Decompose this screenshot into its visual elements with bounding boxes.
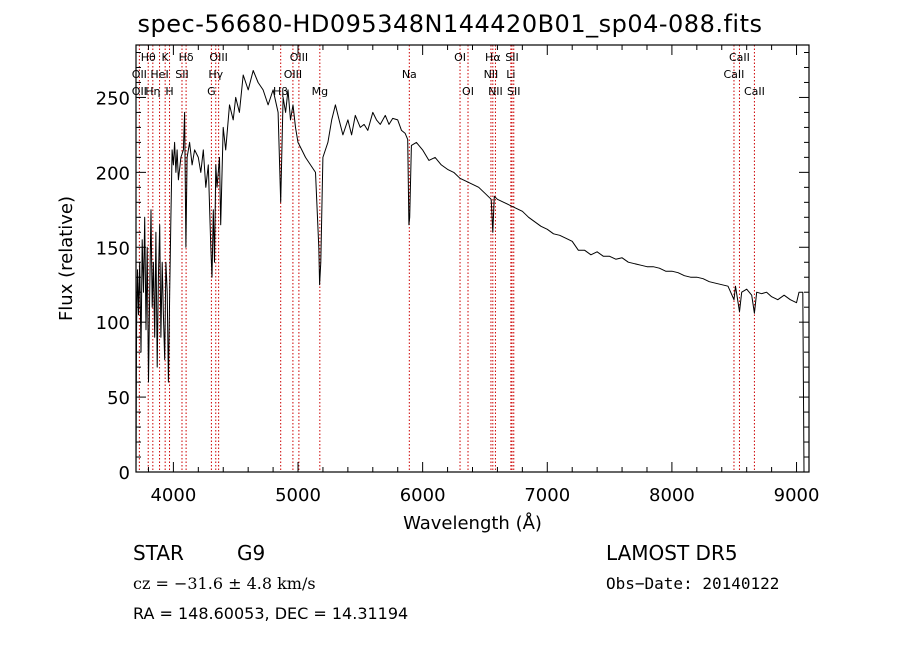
line-label-upper-4: OIII <box>290 51 308 64</box>
line-label-row2-5: Na <box>402 68 417 81</box>
line-label-row3-9: CaII <box>744 85 765 98</box>
line-label-upper-3: OIII <box>209 51 227 64</box>
plot-frame <box>135 44 810 473</box>
x-tick-label: 8000 <box>649 485 695 506</box>
y-tick-label: 200 <box>96 163 130 184</box>
line-label-row2-3: Hγ <box>208 68 223 81</box>
line-label-row3-2: H <box>165 85 173 98</box>
y-tick-label: 50 <box>107 388 130 409</box>
chart-title: spec-56680-HD095348N144420B01_sp04-088.f… <box>137 10 763 38</box>
y-tick-label: 0 <box>119 463 130 484</box>
line-label-row2-1: HeI <box>150 68 168 81</box>
x-axis-label: Wavelength (Å) <box>403 512 542 534</box>
spectral-line-labels: Hθ K Hδ OIII OIII OI Hα SII CaII OII HeI SII Hγ OIII N… <box>132 51 765 98</box>
line-label-row3-4: Hβ <box>273 85 288 98</box>
line-label-upper-6: Hα <box>485 51 501 64</box>
line-label-upper-0: Hθ <box>141 51 156 64</box>
line-label-row3-5: Mg <box>312 85 328 98</box>
object-subclass: G9 <box>237 541 266 565</box>
spectrum-series-line <box>135 70 805 473</box>
line-label-row3-3: G <box>207 85 216 98</box>
line-label-row2-8: CaII <box>724 68 745 81</box>
sky-coordinates: RA = 148.60053, DEC = 14.31194 <box>133 604 409 623</box>
x-axis-ticks: 4000 5000 6000 7000 8000 9000 <box>147 45 820 506</box>
redshift-cz: cz = −31.6 ± 4.8 km/s <box>133 574 316 593</box>
line-label-row2-2: SII <box>175 68 188 81</box>
survey-name: LAMOST DR5 <box>606 541 738 565</box>
line-label-upper-1: K <box>162 51 170 64</box>
y-tick-label: 100 <box>96 313 130 334</box>
line-label-row2-7: Li <box>506 68 515 81</box>
observation-date: Obs−Date: 20140122 <box>606 574 780 593</box>
line-label-row3-8: SII <box>507 85 520 98</box>
y-tick-label: 150 <box>96 238 130 259</box>
line-label-upper-7: SII <box>505 51 518 64</box>
y-axis-ticks: 0 50 100 150 200 250 <box>96 51 809 484</box>
line-label-upper-2: Hδ <box>179 51 194 64</box>
line-label-row2-6: NII <box>484 68 499 81</box>
y-axis-label: Flux (relative) <box>56 196 77 321</box>
x-tick-label: 4000 <box>150 485 196 506</box>
line-label-row3-1: Hη <box>145 85 160 98</box>
x-tick-label: 5000 <box>275 485 321 506</box>
spectral-line-markers <box>138 45 755 472</box>
line-label-row2-4: OIII <box>284 68 302 81</box>
x-tick-label: 6000 <box>400 485 446 506</box>
line-label-row3-7: NII <box>488 85 503 98</box>
y-tick-label: 250 <box>96 88 130 109</box>
line-label-upper-5: OI <box>454 51 466 64</box>
x-tick-label: 7000 <box>524 485 570 506</box>
line-label-row2-0: OII <box>132 68 147 81</box>
line-label-row3-6: OI <box>462 85 474 98</box>
line-label-upper-8: CaII <box>729 51 750 64</box>
object-class: STAR <box>133 541 184 565</box>
x-tick-label: 9000 <box>774 485 820 506</box>
